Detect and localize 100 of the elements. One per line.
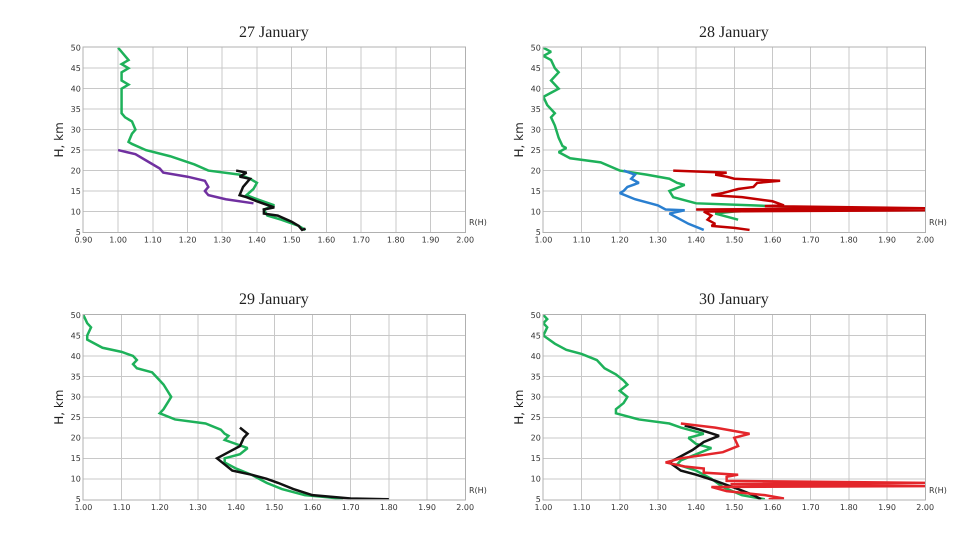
chart-title: 29 January: [239, 291, 309, 308]
x-axis-title: R(H): [469, 486, 487, 495]
x-tick-label: 1.10: [112, 502, 130, 512]
x-tick-label: 1.50: [282, 236, 301, 245]
x-tick-label: 1.10: [572, 236, 590, 245]
x-tick-label: 1.00: [109, 236, 128, 245]
y-tick-label: 20: [70, 166, 81, 176]
y-tick-label: 35: [530, 372, 541, 382]
x-axis-title: R(H): [929, 486, 947, 495]
x-tick-label: 1.40: [687, 502, 706, 512]
y-axis-title: H, km: [52, 122, 66, 158]
y-tick-label: 15: [70, 186, 81, 196]
y-tick-label: 25: [530, 413, 541, 422]
y-tick-label: 5: [536, 228, 541, 237]
y-tick-label: 40: [70, 84, 81, 94]
x-axis-title: R(H): [929, 218, 947, 227]
chart-title: 27 January: [239, 24, 309, 41]
x-tick-label: 1.20: [610, 236, 629, 245]
line-series: [234, 169, 307, 232]
x-tick-label: 1.70: [352, 236, 370, 245]
y-tick-label: 30: [70, 125, 81, 134]
y-tick-label: 30: [70, 392, 81, 402]
y-tick-label: 30: [530, 125, 541, 134]
y-tick-label: 40: [530, 84, 541, 94]
x-tick-label: 1.00: [74, 502, 92, 512]
x-tick-label: 1.30: [189, 502, 207, 512]
line-series: [664, 422, 926, 500]
x-tick-label: 1.50: [265, 502, 284, 512]
y-tick-label: 10: [70, 474, 81, 484]
y-tick-label: 5: [536, 495, 541, 504]
x-tick-label: 1.60: [764, 236, 782, 245]
x-tick-label: 1.70: [802, 236, 820, 245]
x-tick-label: 1.80: [386, 236, 405, 245]
x-tick-label: 1.20: [610, 502, 629, 512]
y-tick-label: 50: [70, 310, 81, 320]
y-tick-label: 20: [70, 434, 81, 443]
x-tick-label: 2.00: [456, 502, 474, 512]
y-tick-label: 45: [530, 64, 541, 74]
x-tick-label: 0.90: [74, 236, 92, 245]
x-tick-label: 1.00: [534, 502, 552, 512]
x-tick-label: 1.90: [418, 502, 436, 512]
chart-title: 30 January: [699, 291, 769, 308]
x-tick-label: 1.30: [649, 502, 667, 512]
x-tick-label: 1.60: [304, 502, 322, 512]
x-tick-label: 1.10: [144, 236, 162, 245]
x-tick-label: 1.20: [150, 502, 169, 512]
x-tick-label: 1.00: [534, 236, 552, 245]
x-tick-label: 1.50: [725, 502, 744, 512]
chart-title: 28 January: [699, 24, 769, 41]
line-series: [672, 169, 926, 232]
line-series: [116, 148, 255, 205]
y-tick-label: 45: [70, 331, 81, 340]
x-tick-label: 1.80: [380, 502, 398, 512]
x-tick-label: 1.40: [687, 236, 706, 245]
y-tick-label: 15: [530, 186, 541, 196]
y-tick-label: 20: [530, 166, 541, 176]
y-tick-label: 25: [70, 146, 81, 155]
y-tick-label: 5: [76, 228, 81, 237]
x-tick-label: 1.30: [649, 236, 667, 245]
y-tick-label: 35: [70, 372, 81, 382]
x-tick-label: 1.40: [248, 236, 266, 245]
y-axis-title: H, km: [52, 389, 66, 425]
x-tick-label: 2.00: [456, 236, 474, 245]
x-tick-label: 1.30: [213, 236, 232, 245]
x-tick-label: 1.80: [840, 236, 858, 245]
y-tick-label: 50: [530, 310, 541, 320]
x-tick-label: 2.00: [916, 502, 934, 512]
x-tick-label: 1.90: [878, 502, 896, 512]
y-tick-label: 35: [530, 104, 541, 114]
y-tick-label: 40: [70, 352, 81, 361]
x-tick-label: 1.90: [878, 236, 896, 245]
x-tick-label: 1.40: [227, 502, 246, 512]
y-tick-label: 15: [70, 454, 81, 464]
y-tick-label: 40: [530, 352, 541, 361]
y-tick-label: 50: [530, 44, 541, 53]
x-tick-label: 1.70: [342, 502, 360, 512]
y-tick-label: 45: [70, 64, 81, 74]
x-tick-label: 1.20: [178, 236, 196, 245]
y-tick-label: 35: [70, 104, 81, 114]
y-tick-label: 45: [530, 331, 541, 340]
x-axis-title: R(H): [469, 218, 487, 227]
y-tick-label: 50: [70, 44, 81, 53]
y-tick-label: 10: [530, 207, 541, 216]
x-tick-label: 1.70: [802, 502, 820, 512]
y-tick-label: 10: [530, 474, 541, 484]
y-tick-label: 25: [530, 146, 541, 155]
y-tick-label: 5: [76, 495, 81, 504]
x-tick-label: 1.90: [422, 236, 440, 245]
y-axis-title: H, km: [512, 389, 526, 425]
line-series: [618, 169, 706, 232]
x-tick-label: 1.50: [725, 236, 744, 245]
y-tick-label: 15: [530, 454, 541, 464]
y-tick-label: 30: [530, 392, 541, 402]
x-tick-label: 1.60: [317, 236, 336, 245]
x-tick-label: 1.60: [764, 502, 782, 512]
y-axis-title: H, km: [512, 122, 526, 158]
x-tick-label: 1.10: [572, 502, 590, 512]
y-tick-label: 25: [70, 413, 81, 422]
x-tick-label: 1.80: [840, 502, 858, 512]
y-tick-label: 10: [70, 207, 81, 216]
